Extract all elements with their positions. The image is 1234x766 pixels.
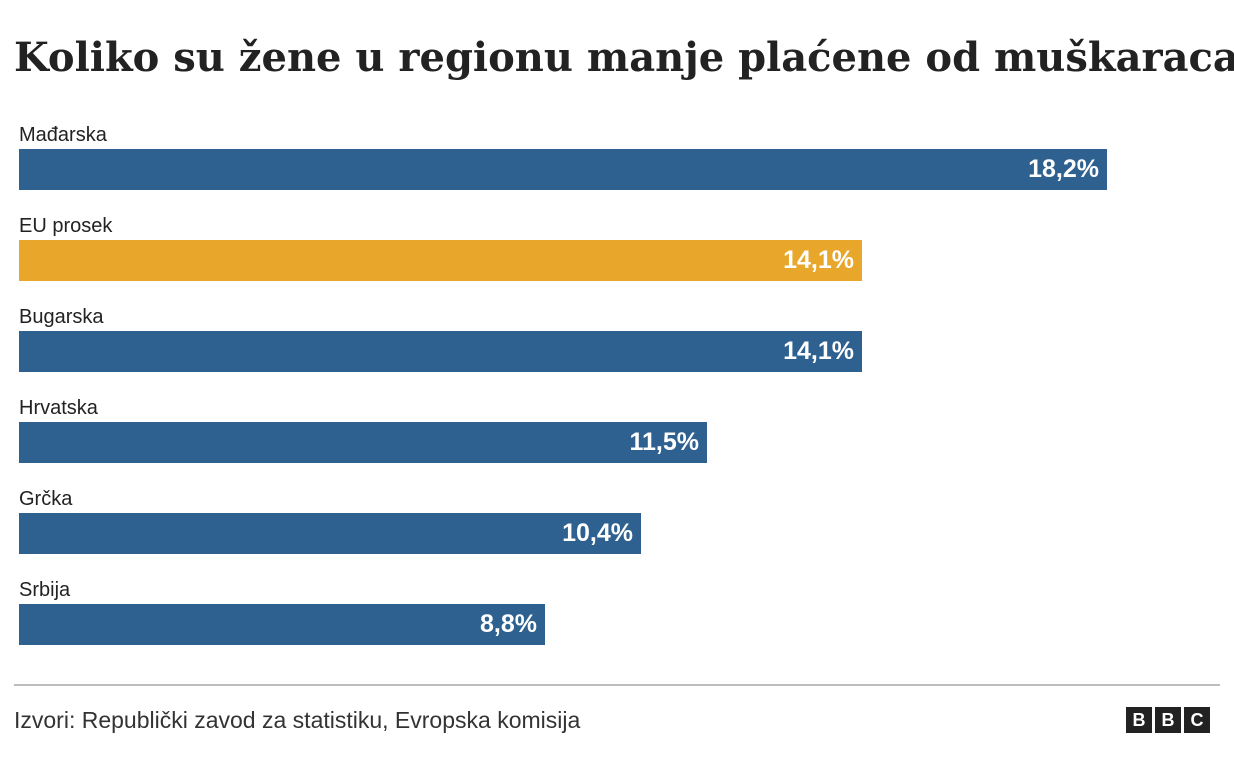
bar-value-label: 14,1% <box>783 246 854 274</box>
bbc-logo: B B C <box>1126 707 1210 733</box>
category-label: Hrvatska <box>19 397 98 419</box>
category-label: Srbija <box>19 579 71 601</box>
category-label: Bugarska <box>19 306 104 328</box>
footer-divider <box>14 684 1220 686</box>
category-label: Grčka <box>19 488 73 510</box>
bar: 8,8% <box>19 604 545 645</box>
bar-value-label: 8,8% <box>480 610 537 638</box>
bar-value-label: 18,2% <box>1028 155 1099 183</box>
logo-letter: C <box>1184 707 1210 733</box>
bar: 10,4% <box>19 513 641 554</box>
bar-value-label: 10,4% <box>562 519 633 547</box>
bar-chart: Mađarska 18,2% EU prosek 14,1% Bugarska 14,1%… <box>19 124 1107 645</box>
category-label: EU prosek <box>19 215 113 237</box>
logo-letter: B <box>1126 707 1152 733</box>
source-note: Izvori: Republički zavod za statistiku, … <box>14 707 581 733</box>
page-title: Koliko su žene u regionu manje plaćene o… <box>14 34 1234 81</box>
bar: 14,1% <box>19 331 862 372</box>
bar: 14,1% <box>19 240 862 281</box>
bar-value-label: 14,1% <box>783 337 854 365</box>
category-label: Mađarska <box>19 124 107 146</box>
bar: 18,2% <box>19 149 1107 190</box>
logo-letter: B <box>1155 707 1181 733</box>
bar: 11,5% <box>19 422 707 463</box>
bar-value-label: 11,5% <box>629 428 699 456</box>
